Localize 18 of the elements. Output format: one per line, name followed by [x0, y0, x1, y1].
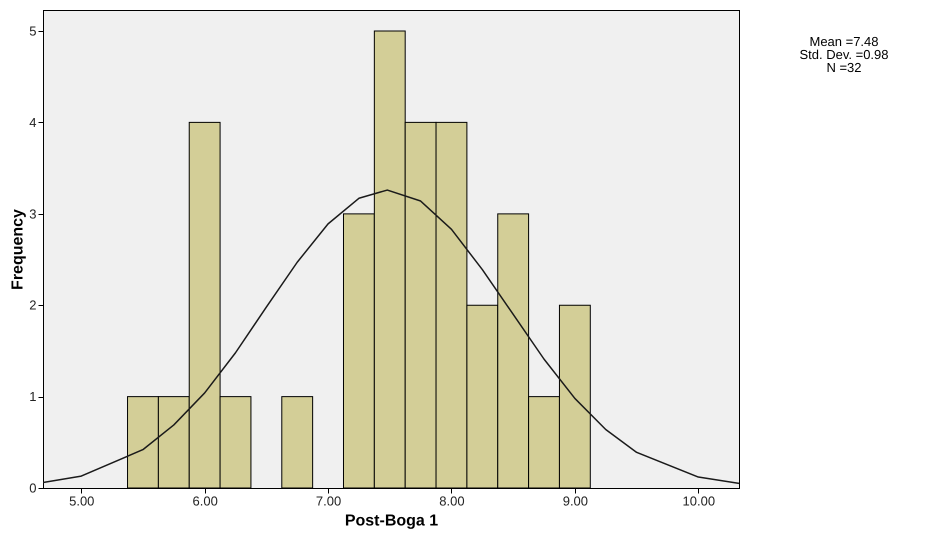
text: Std. Dev. =0.98	[799, 47, 889, 62]
y-tick-label: 5	[29, 24, 36, 39]
y-axis-title: Frequency	[9, 208, 26, 290]
x-tick-label: 8.00	[439, 494, 465, 508]
x-axis-title: Post-Boga 1	[344, 512, 438, 530]
y-tick-label: 0	[29, 480, 36, 496]
x-tick-label: 5.00	[69, 494, 94, 508]
x-tick-label: 6.00	[192, 494, 218, 508]
y-tick-label: 2	[29, 298, 36, 313]
y-tick-label: 1	[29, 389, 36, 404]
x-tick-label: 10.00	[682, 494, 716, 508]
y-tick-label: 4	[29, 114, 36, 130]
text: N =32	[826, 60, 862, 75]
y-tick-label: 3	[29, 206, 36, 222]
text: Mean =7.48	[809, 34, 879, 49]
x-tick-label: 7.00	[316, 494, 342, 508]
x-tick-label: 9.00	[562, 494, 588, 508]
line-series	[43, 189, 739, 484]
